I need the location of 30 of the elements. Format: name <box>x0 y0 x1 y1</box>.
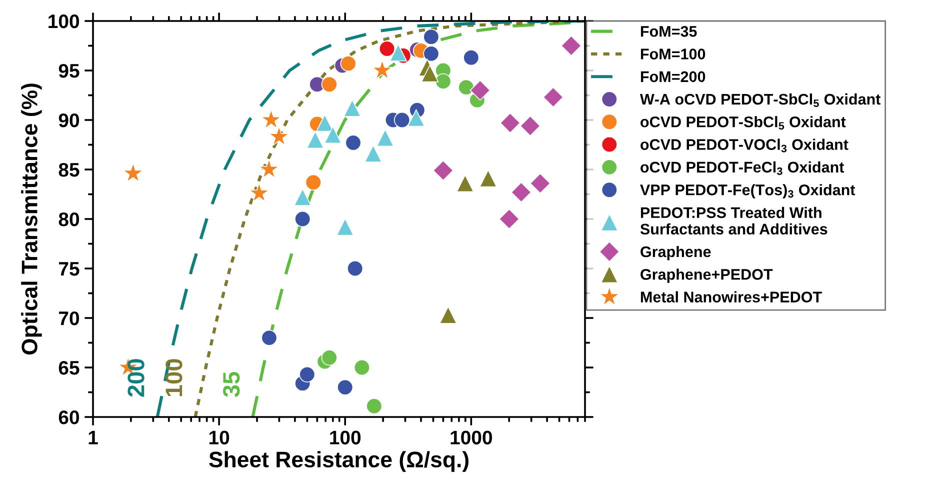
y-tick-label: 60 <box>58 410 80 424</box>
y-tick-label: 65 <box>58 360 80 375</box>
y-axis-title: Optical Transmittance (%) <box>21 84 42 355</box>
legend-label: Metal Nanowires+PEDOT <box>640 291 822 302</box>
y-tick-label: 95 <box>58 64 80 78</box>
legend-label: oCVD PEDOT-VOCl$_{3}$ Oxidant <box>640 138 848 152</box>
x-axis-title: Sheet Resistance (Ω/sq.) <box>209 451 468 472</box>
legend-label: VPP PEDOT-Fe(Tos)$_{3}$ Oxidant <box>640 184 856 198</box>
y-tick-label: 100 <box>48 14 80 28</box>
y-tick-label: 70 <box>59 311 80 326</box>
annotation: 100 <box>166 359 182 396</box>
legend-label: PEDOT:PSS Treated With Surfactants and Additives <box>640 206 828 235</box>
y-tick-label: 85 <box>58 162 80 177</box>
legend-label: FoM=35 <box>640 26 697 37</box>
legend-label: oCVD PEDOT-FeCl$_{3}$ Oxidant <box>640 161 844 175</box>
x-tick-label: 10 <box>209 430 230 444</box>
y-tick-label: 80 <box>58 212 80 226</box>
x-tick-label: 1 <box>88 430 98 444</box>
annotation: 200 <box>128 359 144 397</box>
y-tick-label: 90 <box>58 113 80 128</box>
x-tick-label: 100 <box>330 430 361 444</box>
y-tick-label: 75 <box>59 262 80 276</box>
legend-label: oCVD PEDOT-SbCl$_{5}$ Oxidant <box>640 116 846 130</box>
legend-label: FoM=200 <box>640 71 706 82</box>
x-tick-label: 1000 <box>450 430 492 444</box>
legend-label: Graphene+PEDOT <box>640 268 773 283</box>
annotation: 35 <box>223 372 240 398</box>
legend-label: Graphene <box>640 246 711 260</box>
legend-label: FoM=100 <box>640 48 706 60</box>
legend-label: W-A oCVD PEDOT-SbCl$_{5}$ Oxidant <box>640 93 881 108</box>
